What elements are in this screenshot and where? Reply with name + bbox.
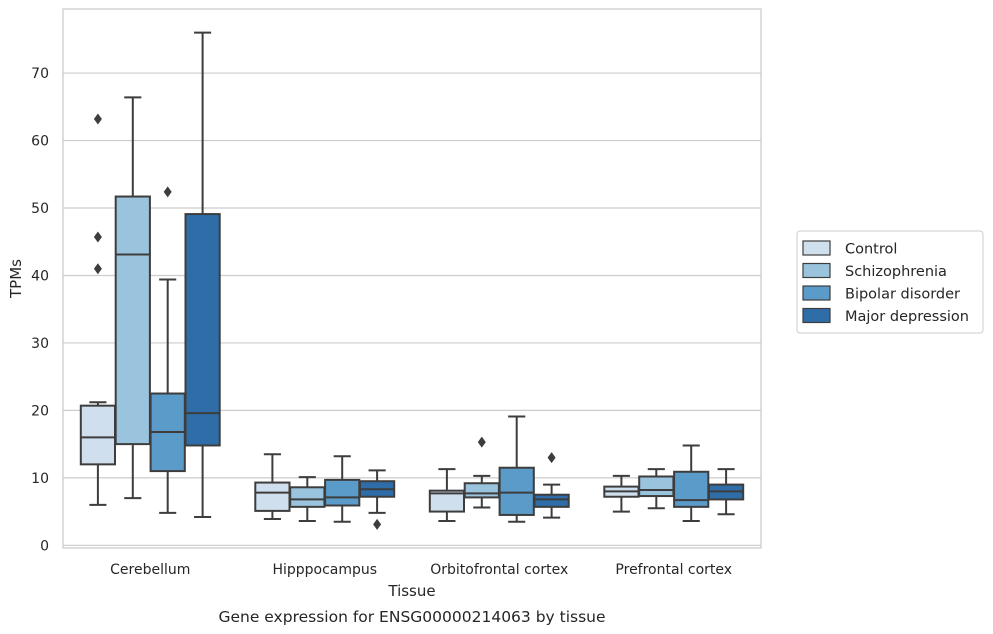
box-schizophrenia <box>289 476 326 523</box>
legend-label: Control <box>845 242 897 258</box>
box-control <box>428 468 466 523</box>
y-tick-label: 30 <box>31 336 49 352</box>
outlier-point <box>547 452 556 464</box>
box-major-depression <box>184 31 221 518</box>
x-tick-label: Prefrontal cortex <box>615 562 732 578</box>
legend-swatch <box>802 285 831 301</box>
legend-swatch <box>802 262 831 279</box>
legend-swatch <box>802 240 831 256</box>
box-iqr <box>254 481 291 512</box>
y-tick-labels: 0 10 20 30 40 50 60 70 <box>31 66 49 554</box>
box-plots <box>79 31 745 530</box>
box-iqr <box>498 466 535 516</box>
box-iqr <box>289 486 326 508</box>
legend: Control Schizophrenia Bipolar disorder Majo… <box>796 230 984 334</box>
box-iqr <box>114 195 151 446</box>
box-iqr <box>428 489 466 513</box>
box-iqr <box>533 493 570 508</box>
box-bipolar-disorder <box>673 444 710 523</box>
x-tick-labels: Cerebellum Hipppocampus Orbitofrontal cort… <box>110 562 732 578</box>
outlier-point <box>93 113 102 125</box>
box-iqr <box>324 478 361 507</box>
legend-label: Schizophrenia <box>845 264 947 280</box>
legend-frame <box>796 230 984 334</box>
x-tick-label: Cerebellum <box>110 562 190 578</box>
y-axis-label: TPMs <box>7 259 25 299</box>
box-schizophrenia <box>463 436 500 509</box>
box-iqr <box>638 475 675 498</box>
outlier-point <box>93 263 102 275</box>
x-tick-label: Orbitofrontal cortex <box>430 562 568 578</box>
outlier-point <box>93 231 102 243</box>
box-iqr <box>79 404 117 466</box>
y-tick-label: 70 <box>31 66 49 82</box>
box-schizophrenia <box>114 96 151 500</box>
box-bipolar-disorder <box>324 455 361 523</box>
box-major-depression <box>358 469 396 530</box>
box-schizophrenia <box>638 468 675 510</box>
outlier-point <box>477 436 486 448</box>
box-iqr <box>463 482 500 499</box>
legend-swatch <box>802 307 831 324</box>
outlier-point <box>163 186 172 198</box>
box-iqr <box>673 470 710 508</box>
y-tick-label: 60 <box>31 134 49 150</box>
box-control <box>254 453 291 520</box>
y-tick-label: 10 <box>31 471 49 487</box>
y-tick-label: 40 <box>31 268 49 284</box>
outlier-point <box>373 518 382 530</box>
box-iqr <box>184 213 221 447</box>
x-axis-label: Tissue <box>387 582 435 600</box>
legend-label: Bipolar disorder <box>845 287 960 303</box>
chart-caption: Gene expression for ENSG00000214063 by t… <box>218 608 605 626</box>
box-major-depression <box>533 452 570 519</box>
y-tick-label: 20 <box>31 403 49 419</box>
box-bipolar-disorder <box>149 186 186 514</box>
box-bipolar-disorder <box>498 415 535 523</box>
box-control <box>79 113 117 506</box>
legend-label: Major depression <box>845 309 969 325</box>
y-tick-label: 50 <box>31 201 49 217</box>
y-tick-label: 0 <box>40 538 49 554</box>
box-major-depression <box>707 468 745 516</box>
x-tick-label: Hipppocampus <box>272 562 377 578</box>
box-control <box>603 474 640 513</box>
plot-frame <box>62 8 762 549</box>
